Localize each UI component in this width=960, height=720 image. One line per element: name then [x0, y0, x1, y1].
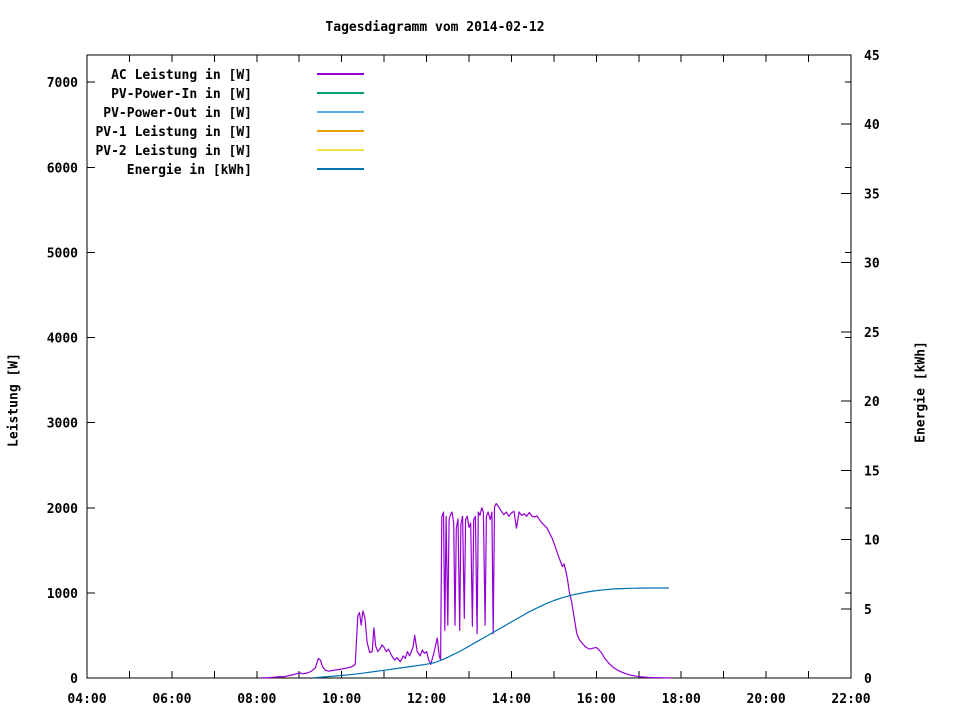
chart-title: Tagesdiagramm vom 2014-02-12	[325, 20, 545, 35]
legend-label-2: PV-Power-Out in [W]	[103, 106, 252, 121]
series-curve-0	[260, 502, 672, 679]
y-right-tick-label: 40	[864, 118, 880, 133]
y-left-tick-label: 1000	[47, 587, 78, 602]
y-left-tick-label: 5000	[47, 246, 78, 261]
y-axis-label-left: Leistung [W]	[6, 353, 22, 447]
y-right-tick-label: 10	[864, 534, 880, 549]
legend-label-5: Energie in [kWh]	[127, 163, 252, 178]
x-tick-label: 22:00	[831, 692, 870, 707]
legend-label-3: PV-1 Leistung in [W]	[95, 125, 252, 140]
legend-label-4: PV-2 Leistung in [W]	[95, 144, 252, 159]
y-right-tick-label: 0	[864, 672, 872, 687]
y-left-tick-label: 0	[70, 672, 78, 687]
y-right-tick-label: 30	[864, 257, 880, 272]
y-left-tick-label: 7000	[47, 76, 78, 91]
y-right-tick-label: 45	[864, 49, 880, 64]
y-right-tick-label: 20	[864, 395, 880, 410]
x-tick-label: 20:00	[747, 692, 786, 707]
y-axis-label-right: Energie [kWh]	[913, 341, 929, 443]
x-tick-label: 10:00	[322, 692, 361, 707]
x-tick-label: 18:00	[662, 692, 701, 707]
x-tick-label: 04:00	[67, 692, 106, 707]
y-right-tick-label: 15	[864, 464, 880, 479]
x-tick-label: 12:00	[407, 692, 446, 707]
x-tick-label: 16:00	[577, 692, 616, 707]
series-curve-5	[313, 587, 670, 679]
legend-label-1: PV-Power-In in [W]	[111, 87, 252, 102]
y-right-tick-label: 5	[864, 603, 872, 618]
y-left-tick-label: 4000	[47, 332, 78, 347]
y-left-tick-label: 6000	[47, 161, 78, 176]
x-tick-label: 08:00	[237, 692, 276, 707]
y-right-tick-label: 25	[864, 326, 880, 341]
x-tick-label: 06:00	[152, 692, 191, 707]
x-tick-label: 14:00	[492, 692, 531, 707]
legend-label-0: AC Leistung in [W]	[111, 68, 252, 83]
y-right-tick-label: 35	[864, 187, 880, 202]
y-left-tick-label: 3000	[47, 417, 78, 432]
y-left-tick-label: 2000	[47, 502, 78, 517]
